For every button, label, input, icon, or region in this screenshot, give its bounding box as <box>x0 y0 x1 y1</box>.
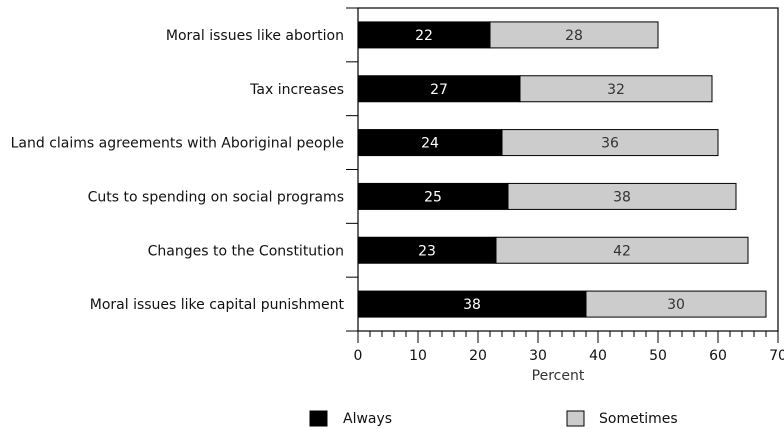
category-label-4: Cuts to spending on social programs <box>88 189 344 205</box>
bar-always-6 <box>357 290 587 318</box>
x-tick-label: 50 <box>649 348 667 364</box>
data-label-sometimes-5: 42 <box>613 243 631 259</box>
category-labels: Moral issues like abortion Tax increases L… <box>11 28 345 313</box>
bar-sometimes-2 <box>519 75 713 103</box>
category-label-1: Moral issues like abortion <box>166 28 344 44</box>
category-label-5: Changes to the Constitution <box>148 243 344 259</box>
legend-swatch-always <box>309 410 328 427</box>
data-label-sometimes-3: 36 <box>601 136 619 152</box>
x-tick-label: 0 <box>354 348 363 364</box>
x-axis: 0 10 20 30 40 50 60 70 <box>354 331 784 364</box>
bar-always-2 <box>357 75 521 103</box>
category-label-3: Land claims agreements with Aboriginal p… <box>11 136 344 152</box>
bar-sometimes-3 <box>501 129 719 157</box>
data-label-sometimes-1: 28 <box>565 28 583 44</box>
category-label-2: Tax increases <box>249 82 344 98</box>
data-label-always-2: 27 <box>430 82 448 98</box>
data-label-sometimes-2: 32 <box>607 82 625 98</box>
bar-always-1 <box>357 21 491 49</box>
data-label-always-6: 38 <box>463 297 481 313</box>
legend-label-sometimes: Sometimes <box>599 411 678 427</box>
x-axis-title: Percent <box>532 368 585 384</box>
bar-sometimes-4 <box>507 182 737 210</box>
legend-swatch-sometimes <box>566 410 585 427</box>
x-tick-label: 20 <box>469 348 487 364</box>
plot-area <box>346 7 779 332</box>
bar-always-3 <box>357 129 503 157</box>
data-label-always-5: 23 <box>418 243 436 259</box>
plot-border <box>357 7 779 332</box>
data-label-always-3: 24 <box>421 136 439 152</box>
data-label-always-4: 25 <box>424 189 442 205</box>
legend-label-always: Always <box>343 411 392 427</box>
x-tick-label: 40 <box>589 348 607 364</box>
bars-group: 22 28 27 32 24 36 25 38 23 42 38 30 <box>357 21 767 318</box>
bar-always-5 <box>357 236 497 264</box>
bar-sometimes-5 <box>495 236 749 264</box>
data-label-sometimes-4: 38 <box>613 189 631 205</box>
data-label-always-1: 22 <box>415 28 433 44</box>
x-tick-label: 70 <box>769 348 784 364</box>
x-tick-label: 60 <box>709 348 727 364</box>
data-label-sometimes-6: 30 <box>667 297 685 313</box>
x-tick-label: 30 <box>529 348 547 364</box>
bar-sometimes-1 <box>489 21 659 49</box>
x-tick-label: 10 <box>409 348 427 364</box>
category-label-6: Moral issues like capital punishment <box>90 297 345 313</box>
legend: Always Sometimes <box>309 410 678 427</box>
bar-sometimes-6 <box>585 290 767 318</box>
